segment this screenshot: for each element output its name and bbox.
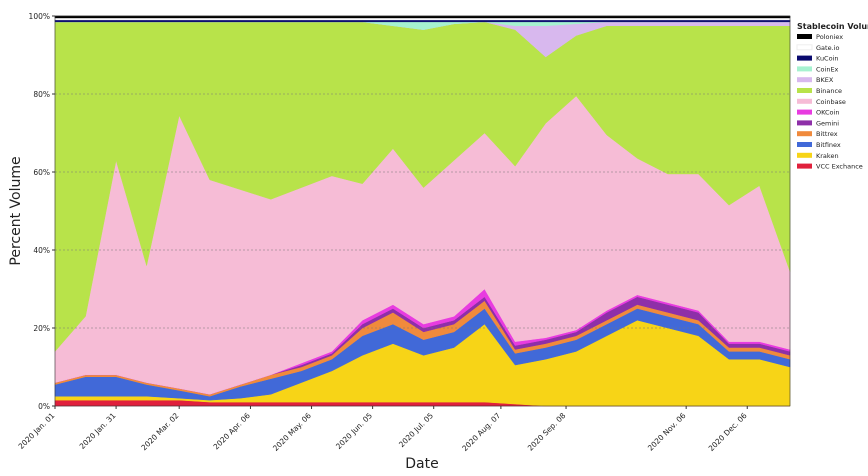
legend-label: Bitfinex bbox=[816, 141, 841, 149]
plot-area bbox=[54, 15, 791, 407]
legend-label: Poloniex bbox=[816, 33, 843, 41]
x-tick-label: 2020 Dec. 06 bbox=[707, 411, 749, 453]
legend-swatch bbox=[797, 152, 812, 158]
legend-swatch bbox=[796, 44, 813, 51]
y-tick-label: 40% bbox=[33, 246, 50, 255]
y-tick-label: 60% bbox=[33, 168, 50, 177]
y-tick-label: 80% bbox=[33, 90, 50, 99]
legend-swatch bbox=[797, 131, 812, 137]
legend-label: Gate.io bbox=[816, 44, 839, 52]
x-tick-label: 2020 Mar. 02 bbox=[139, 411, 180, 452]
x-tick-label: 2020 Jan. 01 bbox=[17, 411, 57, 451]
legend-title: Stablecoin Volume bbox=[797, 22, 868, 31]
legend-label: CoinEx bbox=[816, 65, 839, 73]
y-tick-label: 0% bbox=[38, 402, 50, 411]
legend-label: BKEX bbox=[816, 76, 834, 84]
legend-swatch bbox=[797, 77, 812, 83]
x-tick-label: 2020 Jun. 05 bbox=[334, 411, 374, 451]
legend-label: KuCoin bbox=[816, 55, 839, 63]
legend-swatch bbox=[797, 109, 812, 115]
x-tick-label: 2020 Aug. 07 bbox=[460, 411, 502, 453]
legend-label: Coinbase bbox=[816, 98, 846, 106]
legend-swatch bbox=[797, 98, 812, 104]
legend-label: Bittrex bbox=[816, 130, 838, 138]
x-axis-label: Date bbox=[405, 456, 438, 472]
legend-swatch bbox=[797, 55, 812, 61]
y-tick-label: 20% bbox=[33, 324, 50, 333]
legend-swatch bbox=[797, 66, 812, 72]
legend-label: Binance bbox=[816, 87, 842, 95]
legend-swatch bbox=[797, 88, 812, 93]
legend-label: Kraken bbox=[816, 152, 839, 160]
x-tick-label: 2020 Jul. 05 bbox=[397, 411, 435, 449]
legend-label: OKCoin bbox=[816, 109, 839, 117]
area bbox=[54, 17, 791, 21]
x-tick-label: 2020 May. 06 bbox=[271, 411, 313, 453]
legend-label: VCC Exchance bbox=[816, 163, 863, 171]
y-tick-label: 100% bbox=[29, 12, 50, 21]
area bbox=[54, 19, 791, 23]
plot-frame bbox=[54, 15, 791, 407]
x-tick-label: 2020 Jan. 31 bbox=[78, 411, 118, 451]
legend-swatch bbox=[797, 163, 812, 169]
legend-label: Gemini bbox=[816, 119, 839, 127]
legend-swatch bbox=[797, 34, 812, 39]
x-tick-label: 2020 Sep. 08 bbox=[526, 411, 568, 453]
x-tick-label: 2020 Nov. 06 bbox=[646, 411, 688, 453]
legend-swatch bbox=[797, 142, 812, 147]
x-tick-label: 2020 Apr. 06 bbox=[212, 411, 253, 452]
y-axis-label: Percent Volume bbox=[8, 156, 24, 265]
legend-swatch bbox=[797, 120, 812, 126]
